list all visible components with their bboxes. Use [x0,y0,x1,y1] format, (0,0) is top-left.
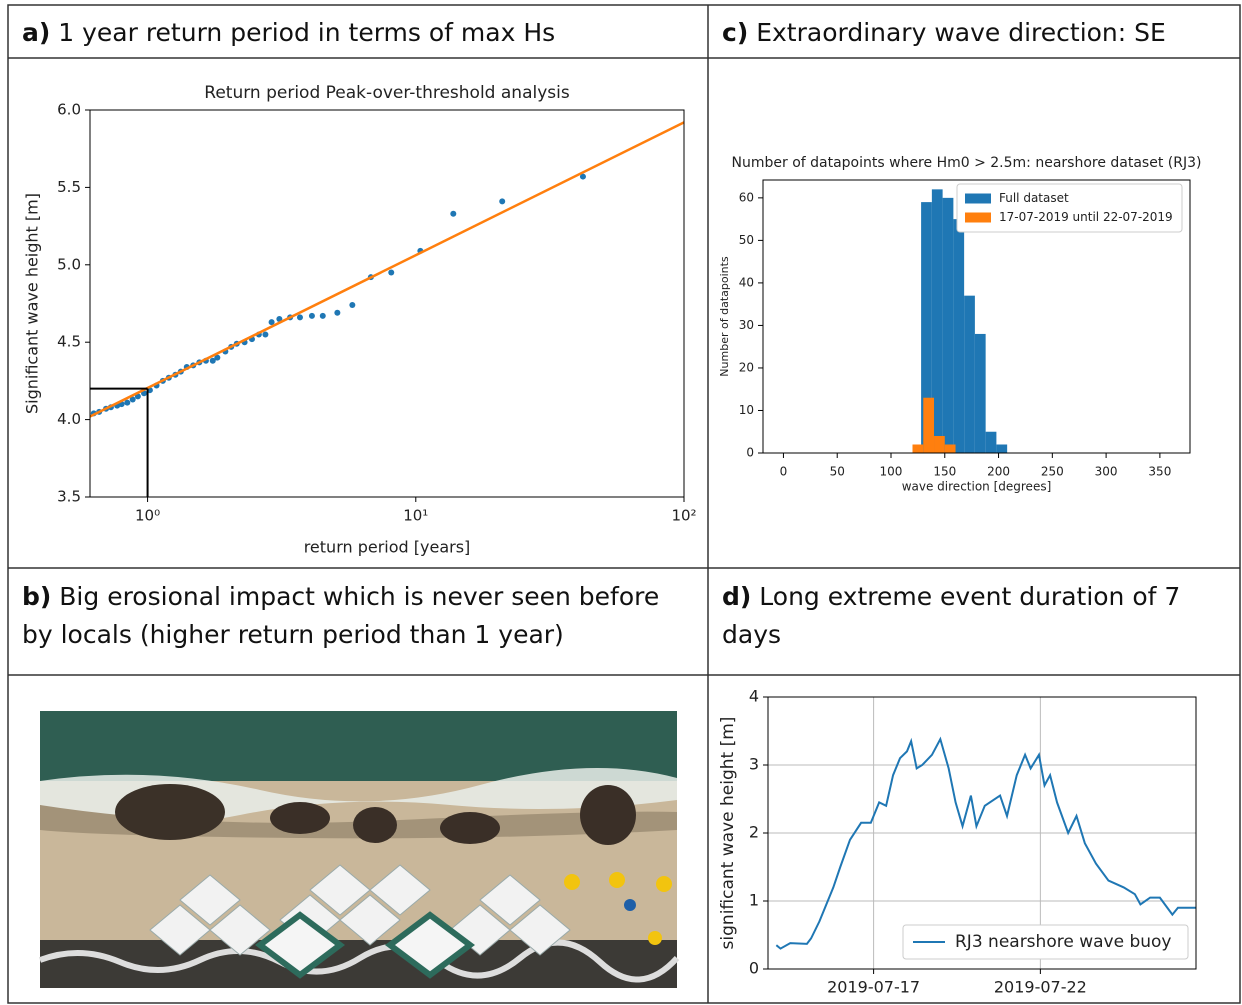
legend-swatch [965,194,991,204]
panel-label: a) [22,18,50,47]
y-tick-label: 2 [749,823,759,842]
chart-title: Number of datapoints where Hm0 > 2.5m: n… [732,155,1202,171]
panel-header: b) Big erosional impact which is never s… [22,578,692,654]
panel-title: Big erosional impact which is never seen… [22,582,659,649]
y-tick-label: 1 [749,891,759,910]
scatter-point [262,331,268,337]
x-tick-label: 100 [880,465,903,479]
x-tick-label: 50 [830,465,845,479]
fit-line [90,122,684,416]
panel-label: d) [722,582,751,611]
histogram-bar [945,444,956,453]
x-tick-label: 2019-07-22 [994,978,1087,997]
y-tick-label: 5.5 [57,178,81,196]
axes-frame [90,110,684,497]
x-tick-label: 10² [671,507,696,525]
y-tick-label: 60 [739,190,754,204]
legend-label: RJ3 nearshore wave buoy [955,932,1171,952]
histogram-bar [934,436,945,453]
legend-box [957,184,1182,232]
scatter-point [499,198,505,204]
y-tick-label: 5.0 [57,255,81,273]
y-tick-label: 20 [739,360,754,374]
x-tick-label: 350 [1148,465,1171,479]
histogram-bar [943,198,954,453]
scatter-point [334,310,340,316]
histogram-bar [913,444,924,453]
beach-photo [40,711,677,988]
x-tick-label: 150 [933,465,956,479]
y-tick-label: 4.5 [57,333,81,351]
y-axis-label: significant wave height [m] [718,717,738,950]
y-tick-label: 30 [739,318,754,332]
panel-title: Extraordinary wave direction: SE [756,18,1166,47]
legend-label: 17-07-2019 until 22-07-2019 [999,210,1173,224]
y-tick-label: 3 [749,755,759,774]
legend-label: Full dataset [999,191,1069,205]
figure-canvas: 3.5 4.0 4.5 5.0 5.5 6.0 10⁰ 10¹ 10² Return period… [0,0,1242,1005]
legend-swatch [965,213,991,223]
data-line [776,739,1196,948]
y-tick-label: 0 [749,959,759,978]
x-tick-label: 10⁰ [135,507,160,525]
panel-label: c) [722,18,748,47]
y-tick-label: 4.0 [57,410,81,428]
chart-title: Return period Peak-over-threshold analys… [204,83,570,103]
histogram-bar [986,432,997,453]
y-tick-label: 6.0 [57,101,81,119]
y-tick-label: 40 [739,275,754,289]
x-tick-label: 10¹ [403,507,428,525]
y-tick-label: 10 [739,403,754,417]
histogram-bar [923,398,934,453]
scatter-point [450,211,456,217]
panel-title: 1 year return period in terms of max Hs [58,18,555,47]
x-tick-label: 200 [987,465,1010,479]
figure: 3.5 4.0 4.5 5.0 5.5 6.0 10⁰ 10¹ 10² Return period… [0,0,1242,1005]
y-tick-label: 0 [746,446,754,460]
scatter-point [309,313,315,319]
scatter-point [297,314,303,320]
x-tick-label: 250 [1041,465,1064,479]
x-tick-label: 2019-07-17 [827,978,920,997]
y-tick-label: 3.5 [57,488,81,506]
panel-header: c) Extraordinary wave direction: SE [722,14,1166,52]
histogram-bar [964,296,975,453]
panel-header: a) 1 year return period in terms of max … [22,14,555,52]
x-axis-label: return period [years] [304,538,471,557]
x-tick-label: 300 [1095,465,1118,479]
scatter-point [320,313,326,319]
y-tick-label: 4 [749,687,759,706]
histogram-bar [975,334,986,453]
panel-title: Long extreme event duration of 7 days [722,582,1180,649]
histogram-bar [996,444,1007,453]
y-axis-label: Significant wave height [m] [23,193,42,414]
y-tick-label: 50 [739,233,754,247]
x-tick-label: 0 [780,465,788,479]
panel-header: d) Long extreme event duration of 7 days [722,578,1202,654]
scatter-point [349,302,355,308]
x-axis-label: wave direction [degrees] [902,480,1052,494]
histogram-bar [953,219,964,453]
panel-label: b) [22,582,51,611]
scatter-point [388,270,394,276]
y-axis-label: Number of datapoints [718,256,731,377]
